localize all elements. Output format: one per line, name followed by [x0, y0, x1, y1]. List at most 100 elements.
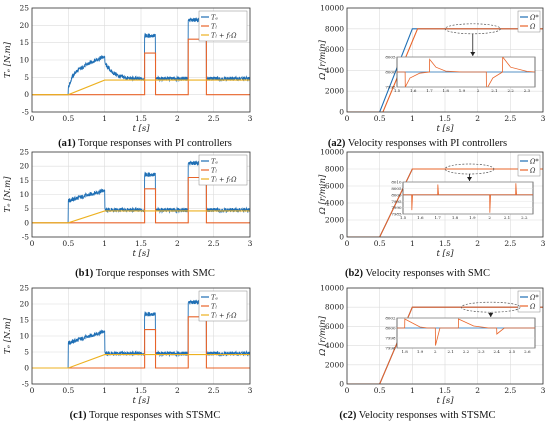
series-line-blue — [32, 17, 250, 96]
y-tick-label: 10000 — [320, 284, 344, 293]
legend-entry: Ω — [529, 23, 536, 31]
x-tick-label: 0 — [345, 114, 350, 123]
x-axis-label: t [s] — [436, 124, 454, 134]
y-tick-label: 0 — [24, 364, 29, 373]
legend-entry: Tₑ — [211, 294, 218, 302]
y-tick-label: 4000 — [325, 341, 344, 350]
y-axis-label: Ω [r/min] — [318, 40, 328, 81]
y-tick-label: 8000 — [325, 24, 344, 33]
series-group — [32, 160, 250, 224]
legend-entry: Tₗ + fᵣΩ — [211, 176, 237, 184]
y-tick-label: 6000 — [325, 182, 344, 191]
x-tick-label: 1 — [102, 386, 107, 395]
inset-x-tick-label: 2.1 — [504, 215, 510, 220]
y-tick-label: 5 — [24, 73, 29, 82]
y-tick-label: 8000 — [325, 303, 344, 312]
x-tick-label: 2 — [475, 114, 480, 123]
axes-frame — [31, 151, 251, 238]
y-tick-label: 15 — [19, 176, 29, 185]
caption-c1: (c1) Torque responses with STSMC — [69, 410, 221, 421]
inset-x-tick-label: 2.6 — [524, 349, 531, 354]
series-group — [347, 168, 543, 237]
x-tick-label: 0.5 — [62, 114, 74, 123]
y-tick-label: 10000 — [320, 4, 344, 13]
x-tick-label: 1 — [410, 239, 415, 248]
series-line-orange — [32, 176, 250, 224]
chart-a2: 0 0.5 1 1.5 2 2.5 3 0 2000 4000 6000 8000 10000 t [s]… — [318, 4, 546, 135]
inset-y-tick-label: 7998 — [385, 336, 396, 341]
legend-entry: Ω* — [529, 14, 539, 22]
inset-y-tick-label: 7995 — [385, 85, 396, 90]
inset-x-tick-label: 1.8 — [443, 88, 450, 93]
inset-x-tick-label: 1.5 — [394, 88, 401, 93]
inset-y-tick-label: 7995 — [391, 199, 402, 204]
y-axis-label: Tₑ [N.m] — [3, 176, 13, 213]
y-tick-label: 25 — [19, 4, 29, 13]
y-tick-label: 15 — [19, 38, 29, 47]
legend-box — [517, 10, 541, 33]
inset-series-line-orange — [397, 318, 535, 346]
legend-box — [517, 154, 541, 177]
inset-x-tick-label: 1.9 — [417, 349, 424, 354]
inset-y-tick-label: 8005 — [385, 55, 396, 60]
y-tick-label: 10 — [19, 56, 29, 65]
y-tick-label: 15 — [19, 316, 29, 325]
legend-entry: Ω — [529, 167, 536, 175]
y-tick-label: 10000 — [320, 148, 344, 157]
series-line-yellow — [32, 79, 250, 96]
x-tick-label: 2 — [175, 386, 180, 395]
inset-x-tick-label: 1.9 — [459, 88, 466, 93]
y-axis-label: Ω [r/min] — [318, 174, 328, 215]
legend-entry: Ω* — [529, 158, 539, 166]
y-tick-label: -5 — [22, 380, 30, 389]
legend-entry: Tₑ — [211, 158, 218, 166]
inset-c2: 7996 7998 8000 8002 1.8 1.9 2 2.1 2.2 2.3 2.4 2.5 2.… — [385, 301, 536, 354]
inset-y-tick-label: 8010 — [391, 180, 402, 185]
zoom-arrowhead — [470, 52, 476, 56]
y-tick-label: 6000 — [325, 322, 344, 331]
series-group — [347, 306, 543, 384]
y-tick-label: 5 — [24, 348, 29, 357]
legend-entry: Ω — [529, 303, 536, 311]
chart-b2: 0 0.5 1 1.5 2 2.5 3 0 2000 4000 6000 8000 10000 t [s]… — [318, 148, 546, 260]
x-tick-label: 0.5 — [374, 114, 386, 123]
x-tick-label: 1 — [410, 386, 415, 395]
x-tick-label: 1.5 — [439, 239, 451, 248]
y-tick-label: 4000 — [325, 66, 344, 75]
inset-series-group — [403, 183, 533, 213]
x-tick-label: 0.5 — [374, 386, 386, 395]
x-tick-label: 3 — [541, 114, 546, 123]
inset-x-tick-label: 2.3 — [478, 349, 485, 354]
inset-x-tick-label: 2.2 — [521, 215, 528, 220]
legend-entry: Tₗ + fᵣΩ — [211, 32, 237, 40]
inset-x-tick-label: 2 — [488, 215, 491, 220]
x-tick-label: 1.5 — [439, 114, 451, 123]
x-tick-label: 0.5 — [374, 239, 386, 248]
y-tick-label: 5 — [24, 204, 29, 213]
x-tick-label: 2 — [175, 239, 180, 248]
y-tick-label: 25 — [19, 148, 29, 157]
inset-series-line-orange — [397, 57, 535, 87]
x-tick-label: 2 — [475, 386, 480, 395]
inset-series-line-orange — [403, 183, 533, 213]
y-tick-label: 8000 — [325, 165, 344, 174]
x-axis-label: t [s] — [436, 396, 454, 406]
y-tick-label: 2000 — [325, 87, 344, 96]
x-tick-label: 2.5 — [504, 239, 516, 248]
x-tick-label: 1.5 — [135, 386, 147, 395]
series-group — [32, 17, 250, 96]
legend: Ω*Ω — [517, 290, 541, 313]
y-tick-label: 6000 — [325, 45, 344, 54]
axes-frame — [31, 7, 251, 113]
caption-a1: (a1) Torque responses with PI controller… — [58, 138, 232, 149]
y-tick-label: -5 — [22, 108, 30, 117]
inset-y-tick-label: 7996 — [385, 346, 396, 351]
y-tick-label: 20 — [19, 300, 29, 309]
x-tick-label: 0 — [345, 386, 350, 395]
series-line-orange — [347, 168, 543, 237]
y-tick-label: 4000 — [325, 199, 344, 208]
series-line-orange — [32, 316, 250, 369]
